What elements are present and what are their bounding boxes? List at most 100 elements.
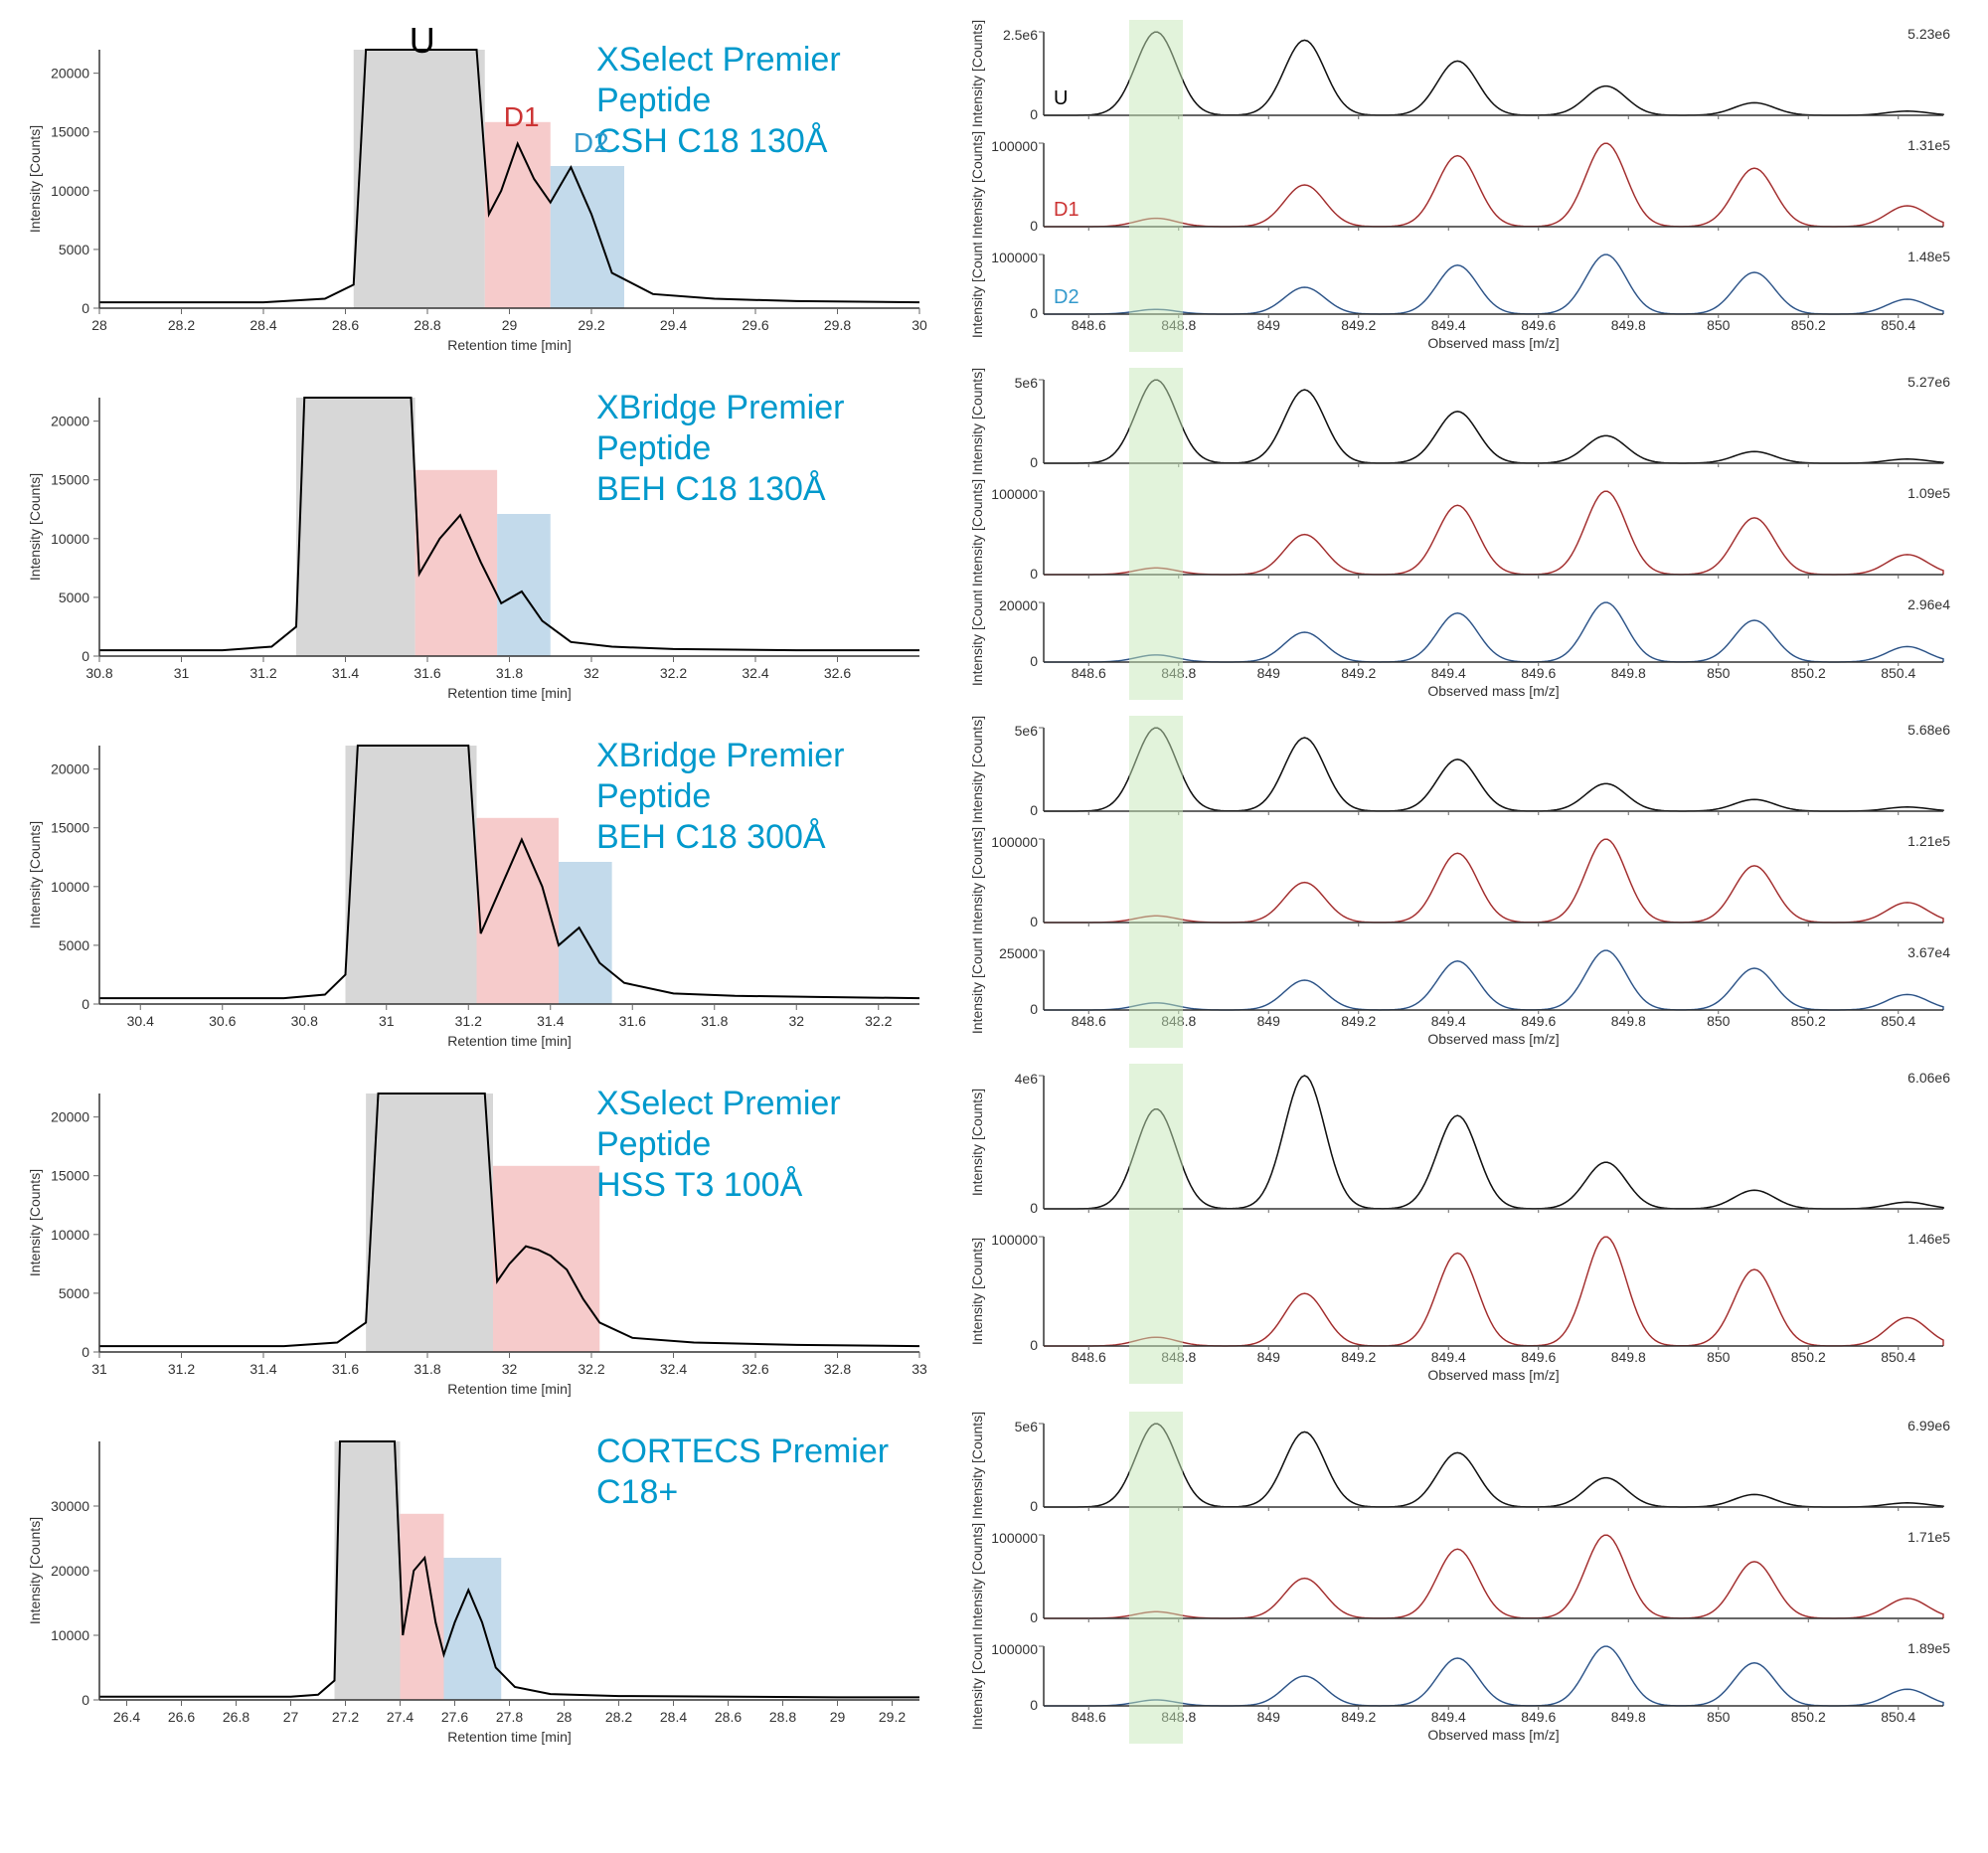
svg-text:849.8: 849.8 [1611, 317, 1646, 333]
svg-text:20000: 20000 [51, 1563, 89, 1579]
ms-spectrum-label: D2 [1054, 286, 1079, 309]
svg-text:850: 850 [1707, 1709, 1731, 1725]
svg-text:29.2: 29.2 [879, 1709, 906, 1725]
ms-spectrum: Intensity [Counts]1000000848.6848.884984… [964, 1225, 1958, 1384]
svg-text:849.2: 849.2 [1341, 1013, 1376, 1029]
svg-text:Retention time [min]: Retention time [min] [447, 337, 572, 353]
svg-text:100000: 100000 [991, 250, 1038, 265]
svg-text:0: 0 [1030, 1697, 1038, 1713]
svg-text:31.2: 31.2 [249, 665, 276, 681]
svg-text:849.6: 849.6 [1521, 1349, 1556, 1365]
svg-text:100000: 100000 [991, 1530, 1038, 1546]
svg-text:20000: 20000 [51, 66, 89, 82]
svg-text:849.4: 849.4 [1431, 1349, 1466, 1365]
svg-text:849: 849 [1257, 665, 1281, 681]
ms-intensity-note: 1.09e5 [1907, 485, 1950, 501]
svg-text:0: 0 [82, 300, 89, 316]
svg-text:10000: 10000 [51, 879, 89, 895]
column-title: XBridge Premier PeptideBEH C18 300Å [596, 736, 934, 857]
chromatogram-panel: 010000200003000026.426.626.82727.227.427… [20, 1412, 934, 1750]
svg-text:29.6: 29.6 [742, 317, 768, 333]
svg-text:32: 32 [788, 1013, 804, 1029]
ms-intensity-note: 5.68e6 [1907, 722, 1950, 738]
svg-text:850.2: 850.2 [1791, 1349, 1826, 1365]
column-title: CORTECS Premier C18+ [596, 1432, 934, 1513]
chromatogram-panel: 050001000015000200002828.228.428.628.829… [20, 20, 934, 358]
svg-text:0: 0 [1030, 914, 1038, 929]
svg-text:30.6: 30.6 [209, 1013, 236, 1029]
svg-text:850.4: 850.4 [1881, 1709, 1915, 1725]
svg-text:29: 29 [502, 317, 518, 333]
ms-spectrum: Intensity [Counts]1000000848.6848.884984… [964, 243, 1958, 352]
svg-text:28.6: 28.6 [332, 317, 359, 333]
svg-text:31: 31 [174, 665, 190, 681]
ms-intensity-note: 6.99e6 [1907, 1418, 1950, 1433]
ms-intensity-note: 1.21e5 [1907, 833, 1950, 849]
ms-intensity-note: 5.23e6 [1907, 26, 1950, 42]
svg-text:Intensity [Counts]: Intensity [Counts] [27, 473, 43, 581]
svg-text:849.6: 849.6 [1521, 1709, 1556, 1725]
svg-text:849.6: 849.6 [1521, 317, 1556, 333]
svg-text:850.4: 850.4 [1881, 665, 1915, 681]
svg-text:849: 849 [1257, 1709, 1281, 1725]
svg-text:Observed mass [m/z]: Observed mass [m/z] [1427, 1367, 1559, 1383]
svg-text:849.8: 849.8 [1611, 665, 1646, 681]
svg-text:850.4: 850.4 [1881, 1349, 1915, 1365]
svg-text:0: 0 [82, 648, 89, 664]
svg-text:28.2: 28.2 [168, 317, 195, 333]
peak-label-d2: D2 [574, 127, 609, 159]
svg-text:30.8: 30.8 [291, 1013, 318, 1029]
ms-spectrum: Intensity [Counts]10000001.31e5D1 [964, 131, 1958, 241]
svg-text:Intensity [Counts]: Intensity [Counts] [27, 125, 43, 233]
svg-text:849: 849 [1257, 317, 1281, 333]
svg-text:100000: 100000 [991, 138, 1038, 154]
svg-text:849.4: 849.4 [1431, 665, 1466, 681]
svg-text:Retention time [min]: Retention time [min] [447, 1381, 572, 1397]
svg-text:27.2: 27.2 [332, 1709, 359, 1725]
svg-text:5000: 5000 [59, 1285, 89, 1301]
ms-spectrum: Intensity [Counts]4e606.06e6 [964, 1064, 1958, 1223]
svg-text:Intensity [Counts]: Intensity [Counts] [969, 368, 985, 475]
svg-text:0: 0 [82, 1692, 89, 1708]
ms-intensity-note: 1.71e5 [1907, 1529, 1950, 1545]
svg-text:849.8: 849.8 [1611, 1349, 1646, 1365]
svg-text:849.4: 849.4 [1431, 1709, 1466, 1725]
svg-text:5e6: 5e6 [1015, 375, 1039, 391]
ms-spectrum: Intensity [Counts]5e606.99e6 [964, 1412, 1958, 1521]
ms-stack: Intensity [Counts]5e605.27e6Intensity [C… [964, 368, 1958, 700]
svg-text:28.4: 28.4 [249, 317, 276, 333]
svg-text:30.8: 30.8 [85, 665, 112, 681]
svg-text:849.8: 849.8 [1611, 1013, 1646, 1029]
svg-text:26.4: 26.4 [113, 1709, 140, 1725]
panel-row: 0500010000150002000030.83131.231.431.631… [20, 368, 1968, 706]
svg-text:0: 0 [1030, 1609, 1038, 1625]
svg-text:28: 28 [91, 317, 107, 333]
svg-text:29: 29 [830, 1709, 846, 1725]
svg-text:28.4: 28.4 [660, 1709, 687, 1725]
svg-text:5000: 5000 [59, 242, 89, 257]
svg-text:20000: 20000 [51, 414, 89, 429]
svg-text:31.8: 31.8 [414, 1361, 440, 1377]
svg-text:31.8: 31.8 [701, 1013, 728, 1029]
ms-intensity-note: 1.46e5 [1907, 1231, 1950, 1247]
svg-text:31.6: 31.6 [332, 1361, 359, 1377]
svg-text:30000: 30000 [51, 1498, 89, 1514]
svg-text:0: 0 [1030, 802, 1038, 818]
svg-text:10000: 10000 [51, 1627, 89, 1643]
monoisotopic-highlight [1129, 1412, 1183, 1744]
chromatogram-panel: 0500010000150002000030.83131.231.431.631… [20, 368, 934, 706]
ms-spectrum: Intensity [Counts]250000848.6848.8849849… [964, 938, 1958, 1048]
monoisotopic-highlight [1129, 716, 1183, 1048]
svg-text:28.8: 28.8 [769, 1709, 796, 1725]
ms-intensity-note: 1.89e5 [1907, 1640, 1950, 1656]
svg-text:849.6: 849.6 [1521, 665, 1556, 681]
svg-text:Observed mass [m/z]: Observed mass [m/z] [1427, 335, 1559, 351]
svg-text:30.4: 30.4 [127, 1013, 154, 1029]
svg-text:Intensity [Counts]: Intensity [Counts] [27, 821, 43, 928]
svg-text:Retention time [min]: Retention time [min] [447, 685, 572, 701]
svg-text:Intensity [Counts]: Intensity [Counts] [969, 938, 985, 1034]
svg-text:850.2: 850.2 [1791, 317, 1826, 333]
svg-text:849.8: 849.8 [1611, 1709, 1646, 1725]
svg-text:0: 0 [1030, 566, 1038, 582]
ms-intensity-note: 3.67e4 [1907, 944, 1950, 960]
